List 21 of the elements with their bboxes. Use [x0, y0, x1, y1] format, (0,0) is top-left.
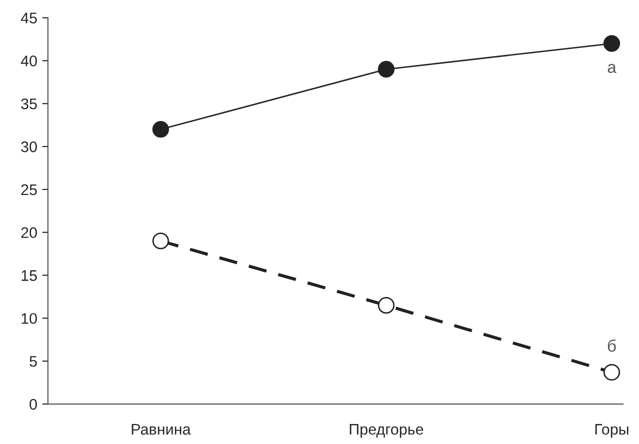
y-tick-label: 20 [21, 227, 37, 238]
point [603, 364, 620, 381]
y-tick-label: 40 [20, 56, 37, 66]
x-tick-label: Горы [595, 424, 628, 438]
x-tick-label: Равнина [132, 424, 191, 435]
y-tick-label: 0 [30, 398, 37, 410]
y-tick-label: 10 [22, 313, 37, 324]
point [152, 121, 170, 138]
point [378, 60, 395, 78]
y-tick-label: 5 [30, 356, 37, 367]
series-label: б [608, 339, 616, 352]
y-tick-label: 30 [21, 141, 37, 152]
x-tick-label: Предгорье [350, 424, 424, 438]
y-tick-label: 25 [21, 184, 37, 196]
y-tick-label: 35 [21, 98, 37, 110]
point [152, 232, 170, 250]
y-tick-label: 45 [20, 12, 37, 24]
point [378, 296, 395, 314]
y-tick-label: 15 [22, 270, 37, 281]
series-label: а [608, 64, 616, 73]
point [603, 35, 620, 52]
